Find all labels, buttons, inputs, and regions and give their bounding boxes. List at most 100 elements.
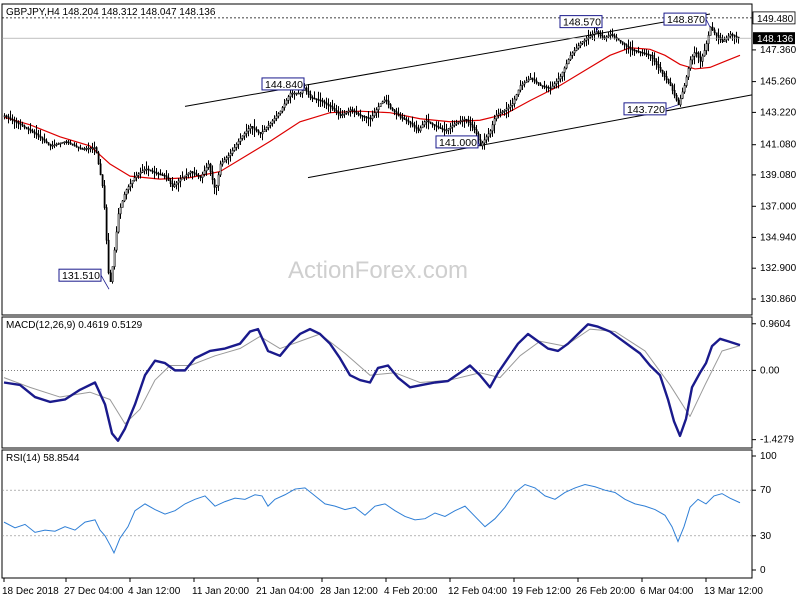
price-levels: 149.480 148.136 [2, 11, 796, 45]
annotation-label-144-840: 144.840 [265, 79, 303, 91]
candle-body [135, 175, 138, 178]
time-axis: 18 Dec 2018 27 Dec 04:00 4 Jan 12:00 11 Jan… [2, 578, 763, 597]
candle-body [133, 177, 136, 181]
candle-body [495, 114, 498, 120]
candle-body [271, 120, 274, 124]
candle-body [177, 180, 180, 184]
rsi-header: RSI(14) 58.8544 [6, 453, 80, 464]
candle-body [235, 144, 238, 148]
candle-body [213, 179, 216, 188]
price-tick-label: 145.260 [760, 77, 797, 88]
candle-body [3, 115, 6, 118]
candle-body [369, 117, 372, 120]
candle-body [663, 73, 666, 77]
candle-body [573, 50, 576, 54]
candle-body [201, 173, 204, 178]
candle-body [721, 39, 724, 43]
candle-body [15, 121, 18, 123]
resistance-label: 149.480 [757, 14, 794, 25]
annotation-box [663, 12, 707, 26]
candle-body [245, 130, 248, 134]
candle-body [77, 146, 80, 149]
candle-body [381, 101, 384, 104]
candle-body [161, 174, 164, 176]
candle-body [571, 52, 574, 56]
candle-body [45, 140, 48, 143]
candle-body [517, 89, 520, 95]
time-tick-label: 4 Feb 20:00 [384, 586, 438, 597]
candle-body [601, 35, 604, 39]
candle-body [505, 108, 508, 111]
candle-body [583, 39, 586, 43]
candle-body [349, 109, 352, 112]
candle-body [597, 31, 600, 34]
candle-body [481, 142, 484, 147]
candle-body [87, 147, 90, 150]
candle-body [565, 63, 568, 69]
candle-body [437, 126, 440, 129]
candle-body [511, 103, 514, 106]
candle-body [79, 147, 82, 150]
candle-body [251, 125, 254, 129]
annotation-label-131-510: 131.510 [62, 270, 100, 282]
candle-body [243, 133, 246, 137]
candle-body [435, 125, 438, 128]
candle-body [577, 45, 580, 49]
candle-body [669, 82, 672, 86]
candle-body [503, 109, 506, 112]
macd-header: MACD(12,26,9) 0.4619 0.5129 [6, 320, 143, 331]
candle-body [179, 178, 182, 182]
candle-body [643, 52, 646, 55]
candle-body [733, 34, 736, 37]
candle-body [175, 182, 178, 186]
candle-body [255, 129, 258, 132]
candle-body [113, 249, 116, 267]
candle-body [507, 106, 510, 110]
candle-body [163, 174, 166, 177]
time-tick-label: 26 Feb 20:00 [576, 586, 635, 597]
candle-body [675, 94, 678, 101]
candle-body [561, 71, 564, 77]
candle-body [281, 107, 284, 112]
candle-body [619, 39, 622, 43]
candle-body [339, 113, 342, 117]
candle-body [411, 122, 414, 126]
candle-body [157, 173, 160, 175]
candle-body [367, 117, 370, 119]
candle-body [297, 92, 300, 95]
candle-body [491, 124, 494, 132]
candle-body [659, 67, 662, 71]
candle-body [109, 272, 112, 282]
current-price-label: 148.136 [757, 34, 794, 45]
annotation-label-148-570: 148.570 [563, 17, 601, 29]
candle-body [377, 106, 380, 110]
candle-body [99, 163, 102, 176]
candle-body [69, 142, 72, 145]
candle-body [531, 77, 534, 80]
candle-body [475, 129, 478, 135]
candle-body [499, 112, 502, 115]
candle-body [665, 76, 668, 80]
candle-body [325, 102, 328, 105]
candle-body [359, 114, 362, 117]
candle-body [209, 163, 212, 173]
candle-body [447, 128, 450, 131]
candle-body [735, 35, 738, 38]
candle-body [241, 135, 244, 139]
candle-body [17, 122, 20, 124]
candle-body [429, 121, 432, 124]
rsi-tick-label: 70 [760, 485, 772, 496]
candle-body [719, 37, 722, 40]
candle-body [641, 52, 644, 54]
candle-body [521, 83, 524, 86]
candle-body [357, 113, 360, 115]
candle-body [455, 122, 458, 125]
candle-body [509, 105, 512, 108]
candle-body [433, 124, 436, 126]
candle-body [29, 129, 32, 132]
candle-body [449, 126, 452, 129]
candle-body [463, 118, 466, 121]
candle-body [661, 70, 664, 74]
candle-body [681, 91, 684, 99]
